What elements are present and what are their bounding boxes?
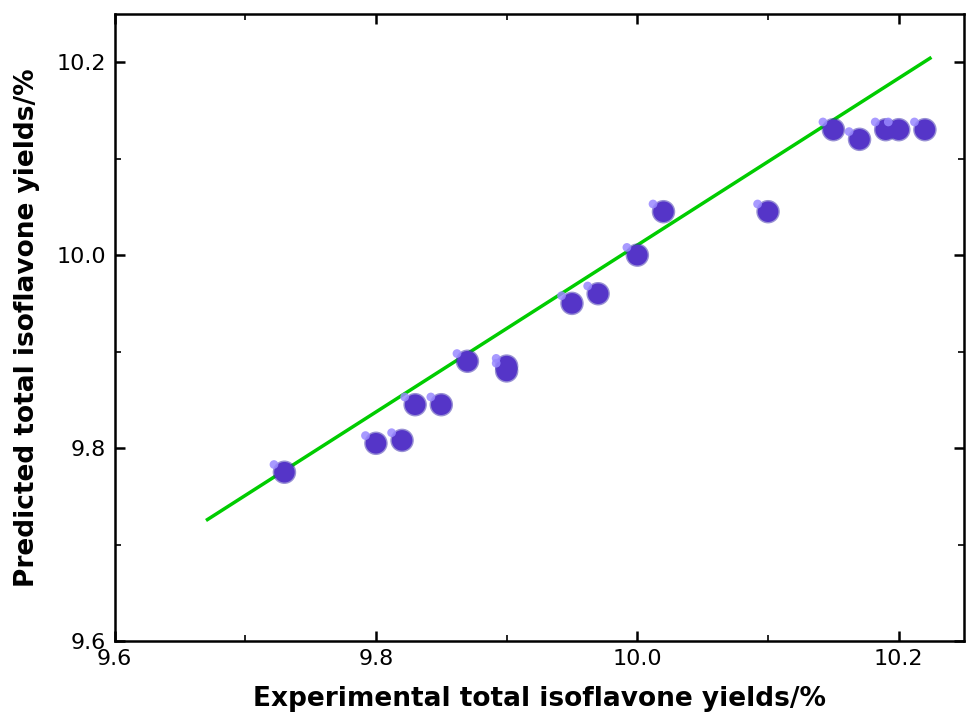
Point xyxy=(488,357,503,369)
Point xyxy=(433,399,448,410)
Point xyxy=(498,360,514,372)
Point xyxy=(579,280,595,292)
Point xyxy=(367,438,383,449)
Point xyxy=(840,126,856,137)
Point xyxy=(877,124,893,136)
Point xyxy=(276,466,292,478)
Point xyxy=(825,124,840,136)
Point xyxy=(459,356,475,367)
Point xyxy=(655,206,670,218)
Point xyxy=(814,116,829,128)
Point xyxy=(629,249,645,261)
Point xyxy=(851,134,867,145)
Point xyxy=(749,198,765,210)
Point xyxy=(645,198,660,210)
Point xyxy=(459,356,475,367)
Point xyxy=(564,298,579,309)
Point xyxy=(916,124,932,136)
Point xyxy=(406,399,422,410)
Point xyxy=(618,242,634,253)
Point xyxy=(448,348,464,359)
Point xyxy=(553,290,569,301)
Point xyxy=(406,399,422,410)
Point xyxy=(877,124,893,136)
Point xyxy=(867,116,882,128)
Point xyxy=(916,124,932,136)
Point xyxy=(276,466,292,478)
Point xyxy=(433,399,448,410)
Point xyxy=(890,124,906,136)
Point xyxy=(590,288,606,300)
Point xyxy=(423,391,439,403)
Point xyxy=(498,365,514,377)
Point xyxy=(629,249,645,261)
Point xyxy=(498,360,514,372)
Point xyxy=(266,459,281,470)
Point xyxy=(367,438,383,449)
X-axis label: Experimental total isoflavone yields/%: Experimental total isoflavone yields/% xyxy=(252,686,825,712)
Point xyxy=(358,430,373,441)
Point xyxy=(383,427,399,439)
Point xyxy=(890,124,906,136)
Point xyxy=(759,206,775,218)
Point xyxy=(498,365,514,377)
Point xyxy=(394,435,409,446)
Point xyxy=(488,353,503,364)
Point xyxy=(590,288,606,300)
Point xyxy=(879,116,895,128)
Point xyxy=(851,134,867,145)
Y-axis label: Predicted total isoflavone yields/%: Predicted total isoflavone yields/% xyxy=(14,68,40,587)
Point xyxy=(825,124,840,136)
Point xyxy=(564,298,579,309)
Point xyxy=(397,391,412,403)
Point xyxy=(394,435,409,446)
Point xyxy=(759,206,775,218)
Point xyxy=(906,116,921,128)
Point xyxy=(655,206,670,218)
